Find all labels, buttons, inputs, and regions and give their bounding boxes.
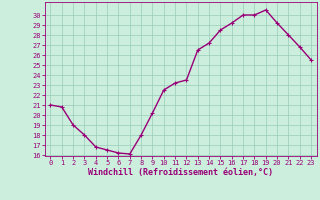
- X-axis label: Windchill (Refroidissement éolien,°C): Windchill (Refroidissement éolien,°C): [88, 168, 273, 177]
